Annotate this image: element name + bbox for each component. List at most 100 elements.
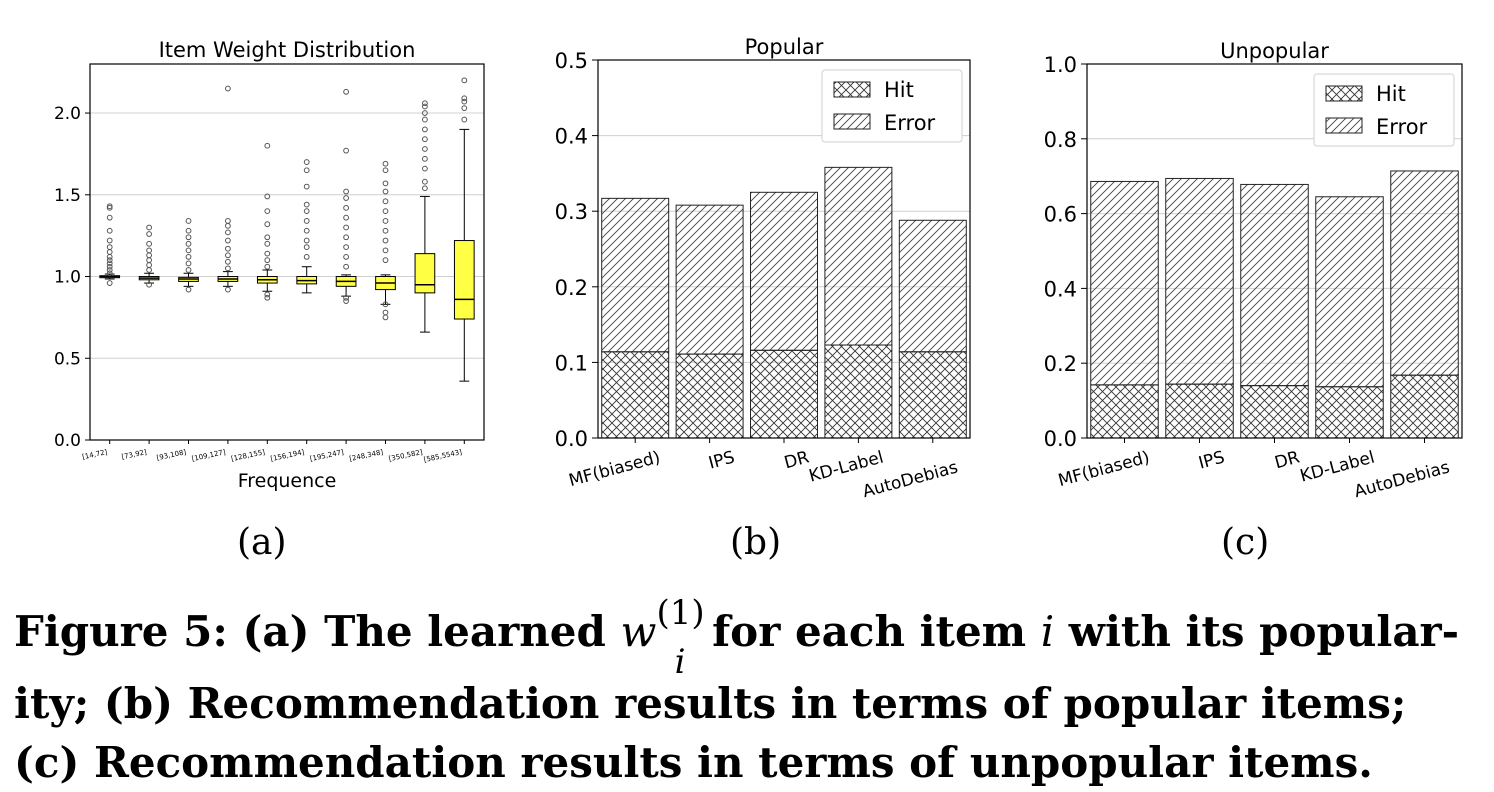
x-tick-label: [350,582] xyxy=(388,448,424,463)
outlier-point xyxy=(422,178,428,185)
unpopular-bar-chart-panel: 0.0 0.2 0.4 0.6 0.8 1.0 MF(biased) IPS DRKD-Labe… xyxy=(1044,39,1463,502)
bar-segment-error xyxy=(1315,196,1384,388)
caption-line-1: Figure 5: (a) The learned w(1) i for each… xyxy=(14,584,1484,682)
outlier-point xyxy=(264,250,271,257)
x-tick-label: IPS xyxy=(707,448,737,474)
outlier-point xyxy=(225,222,231,229)
outlier-point xyxy=(264,291,271,298)
outlier-point xyxy=(185,227,192,234)
outlier-point xyxy=(146,224,153,231)
outlier-point xyxy=(461,98,468,105)
outlier-point xyxy=(146,252,153,259)
y-tick-label: 0.1 xyxy=(555,351,588,375)
figure-canvas: 0.0 0.5 1.0 1.5 2.0 [14,72] [73,92] [93,108] [10… xyxy=(54,35,1463,502)
box-4: [128,155] xyxy=(230,142,278,463)
y-tick-label: 0.0 xyxy=(1044,427,1077,451)
x-tick-label: [248,348] xyxy=(349,448,385,463)
outlier-point xyxy=(106,214,113,221)
x-tick-label: [93,108] xyxy=(156,448,187,462)
outlier-point xyxy=(146,247,153,254)
y-tick-label: 1.0 xyxy=(54,268,81,288)
outlier-point xyxy=(422,185,428,192)
outlier-point xyxy=(343,195,350,201)
outlier-point xyxy=(382,208,389,215)
x-tick-label: [585,5543] xyxy=(423,448,463,464)
outlier-point xyxy=(225,85,231,92)
outlier-point xyxy=(264,240,271,247)
outlier-point xyxy=(106,203,113,210)
outlier-point xyxy=(343,188,350,195)
figure-caption: Figure 5: (a) The learned w(1) i for each… xyxy=(14,584,1484,792)
bar-segment-error xyxy=(898,219,967,353)
outlier-point xyxy=(146,231,153,237)
outlier-point xyxy=(146,281,153,288)
bar-segment-hit xyxy=(750,349,818,439)
outlier-point xyxy=(225,245,231,252)
outlier-point xyxy=(382,257,389,264)
outlier-point xyxy=(185,267,192,273)
outlier-point xyxy=(422,110,428,116)
outlier-point xyxy=(264,142,271,149)
outlier-point xyxy=(461,77,468,84)
outlier-point xyxy=(106,263,113,270)
outlier-point xyxy=(343,244,350,250)
outlier-point xyxy=(343,147,350,154)
outlier-point xyxy=(106,227,113,234)
bar-segment-hit xyxy=(898,351,967,439)
box-plot-panel: 0.0 0.5 1.0 1.5 2.0 [14,72] [73,92] [93,108] [10… xyxy=(54,38,485,492)
bar-segment-error xyxy=(1090,180,1159,386)
y-tick-label: 0.0 xyxy=(555,427,588,451)
outlier-point xyxy=(382,314,389,321)
outlier-point xyxy=(303,201,310,208)
outlier-point xyxy=(225,265,231,272)
outlier-point xyxy=(303,183,310,190)
outlier-point xyxy=(225,229,231,236)
outlier-point xyxy=(422,126,428,133)
bar-segment-hit xyxy=(1090,384,1159,439)
caption-rest-line-1: with its popular- xyxy=(1054,607,1460,656)
y-tick-label: 0.2 xyxy=(1044,352,1077,376)
box-0: [14,72] xyxy=(81,203,121,461)
plot-frame xyxy=(1086,63,1463,439)
bar-segment-hit xyxy=(1390,374,1459,439)
outlier-point xyxy=(303,167,310,174)
bar-0: MF(biased) xyxy=(1056,180,1159,491)
y-tick-label: 0.5 xyxy=(555,49,588,73)
outlier-point xyxy=(106,237,113,244)
outlier-point xyxy=(422,165,428,172)
box-body xyxy=(414,253,436,294)
legend: Hit Error xyxy=(1313,73,1455,147)
bar-segment-error xyxy=(750,191,818,351)
outlier-point xyxy=(382,188,389,195)
outlier-point xyxy=(106,244,113,250)
outlier-point xyxy=(382,167,389,174)
y-tick-label: 2.0 xyxy=(54,104,81,124)
outlier-point xyxy=(146,240,153,247)
outlier-point xyxy=(264,263,271,270)
outlier-point xyxy=(225,252,231,259)
y-tick-label: 0.4 xyxy=(555,125,588,149)
legend-label-hit: Hit xyxy=(1376,82,1406,106)
outlier-point xyxy=(185,260,192,267)
bar-segment-hit xyxy=(1165,383,1234,439)
x-tick-label: [128,155] xyxy=(230,448,266,463)
outlier-point xyxy=(225,218,231,224)
outlier-point xyxy=(382,198,389,205)
legend-swatch-error xyxy=(1325,117,1363,134)
legend-swatch-hit xyxy=(833,81,871,98)
bar-2: DR xyxy=(750,191,818,473)
caption-math-superscript: (1) xyxy=(656,593,705,633)
outlier-point xyxy=(343,204,350,211)
outlier-point xyxy=(185,247,192,254)
x-tick-label: [109,127] xyxy=(191,448,227,463)
bar-3: KD-Label xyxy=(1298,196,1384,487)
plot-frame xyxy=(89,63,485,441)
outlier-point xyxy=(303,237,310,244)
outlier-point xyxy=(106,260,113,267)
bar-segment-error xyxy=(1165,177,1234,385)
bar-segment-error xyxy=(1240,183,1309,387)
chart-title: Unpopular xyxy=(1220,39,1329,63)
outlier-point xyxy=(225,237,231,244)
bar-segment-hit xyxy=(1315,386,1384,439)
plot-frame xyxy=(597,59,971,439)
